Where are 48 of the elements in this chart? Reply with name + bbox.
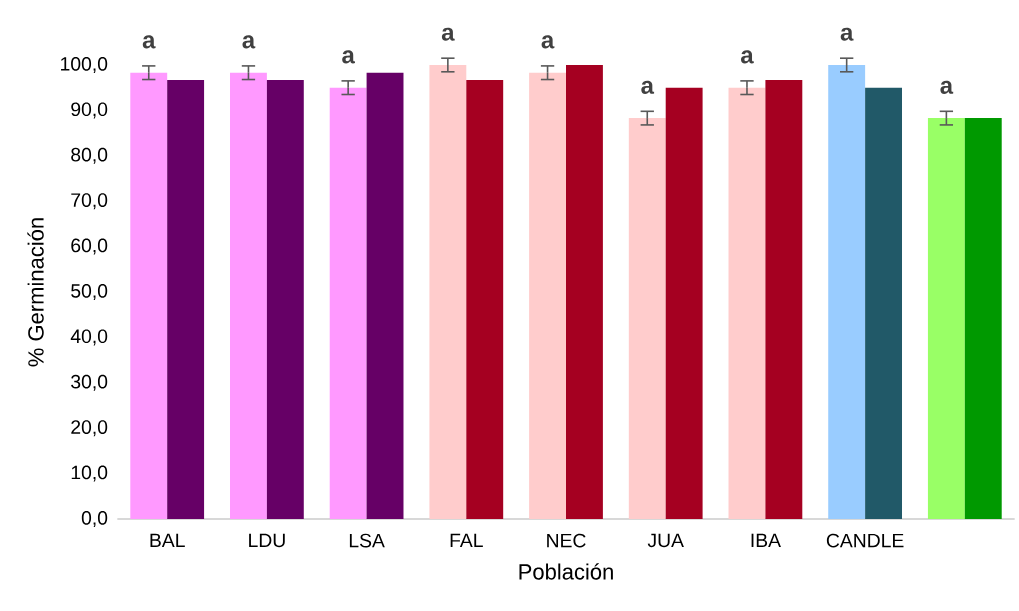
bar	[230, 72, 267, 519]
x-tick-label: CANDLE	[826, 533, 904, 548]
bar	[964, 118, 1002, 519]
bar	[266, 79, 304, 519]
y-tick-label: 60,0	[71, 238, 108, 255]
bar	[927, 118, 965, 519]
x-tick-label: LDU	[249, 533, 285, 548]
bar	[167, 79, 205, 519]
y-tick-label: 80,0	[71, 147, 108, 164]
bar	[665, 87, 703, 519]
bar	[466, 79, 504, 519]
bar	[828, 65, 866, 519]
bar	[366, 72, 404, 519]
y-tick-label: 90,0	[71, 102, 108, 119]
text: a	[840, 27, 854, 41]
bar	[130, 72, 168, 519]
x-tick-label: IBA	[751, 533, 781, 548]
y-tick-label: 70,0	[71, 193, 108, 210]
x-tick-label: JUA	[647, 533, 684, 548]
y-tick-label: 30,0	[71, 374, 108, 391]
annotation: a	[940, 80, 954, 94]
bar	[529, 72, 566, 519]
text: a	[741, 50, 754, 64]
y-axis-title: % Germinación	[27, 218, 44, 367]
text: a	[242, 35, 256, 49]
text: a	[541, 35, 555, 49]
bar	[566, 65, 603, 519]
bar	[628, 118, 666, 519]
x-tick-label: NEC	[547, 533, 586, 548]
bar	[329, 87, 367, 519]
annotation: a	[641, 80, 655, 94]
y-tick-label: 40,0	[70, 329, 108, 346]
y-tick-label: 0,0	[81, 511, 108, 527]
y-tick-label: 10,0	[71, 465, 108, 482]
y-tick-label: 100,0	[61, 57, 108, 73]
y-tick-label: 50,0	[71, 284, 108, 300]
bar	[765, 79, 803, 519]
x-tick-label: LSA	[349, 533, 385, 548]
x-tick-label: BAL	[150, 533, 185, 548]
bar	[429, 65, 467, 519]
x-axis-title: Población	[519, 563, 613, 580]
y-tick-label: 20,0	[71, 420, 108, 437]
text: a	[342, 50, 355, 64]
bar	[865, 87, 903, 519]
text: a	[142, 35, 156, 49]
bar	[728, 87, 766, 519]
x-tick-label: FAL	[450, 533, 483, 548]
text: a	[441, 27, 455, 41]
